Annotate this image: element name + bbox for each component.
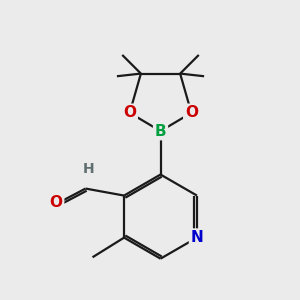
Text: H: H <box>83 162 95 176</box>
Text: O: O <box>50 195 63 210</box>
Text: O: O <box>185 105 198 120</box>
Text: B: B <box>155 124 166 139</box>
Text: O: O <box>123 105 136 120</box>
Text: N: N <box>190 230 203 245</box>
